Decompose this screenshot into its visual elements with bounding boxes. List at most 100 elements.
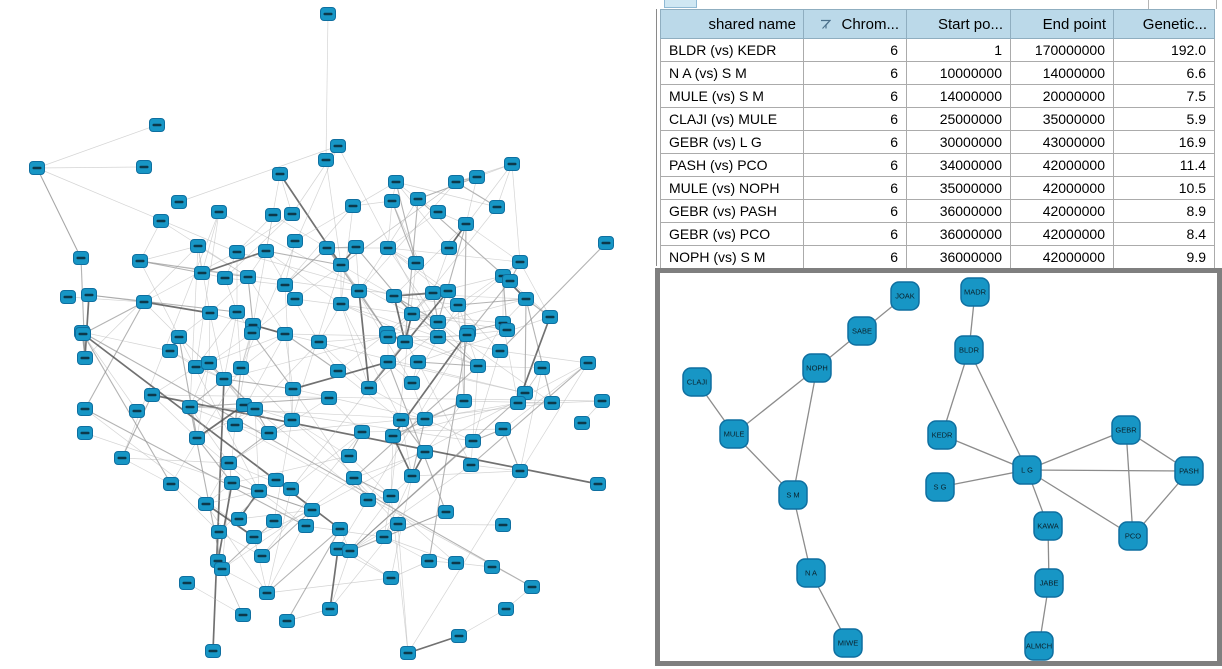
network-node-mule[interactable]: MULE <box>719 419 749 449</box>
overview-node[interactable] <box>229 305 245 319</box>
table-cell[interactable]: 5.9 <box>1113 107 1215 131</box>
overview-node[interactable] <box>322 602 338 616</box>
overview-node[interactable] <box>246 530 262 544</box>
network-node-noph[interactable]: NOPH <box>802 353 832 383</box>
overview-node[interactable] <box>318 153 334 167</box>
overview-node[interactable] <box>451 629 467 643</box>
overview-node[interactable] <box>284 413 300 427</box>
overview-node[interactable] <box>227 418 243 432</box>
overview-node[interactable] <box>458 217 474 231</box>
overview-node[interactable] <box>251 484 267 498</box>
overview-node[interactable] <box>216 372 232 386</box>
table-cell[interactable]: 36000000 <box>906 245 1011 269</box>
network-node-pash[interactable]: PASH <box>1174 456 1204 486</box>
table-cell[interactable]: 6 <box>803 222 907 246</box>
overview-node[interactable] <box>285 382 301 396</box>
table-cell[interactable]: 1 <box>906 38 1011 62</box>
overview-node[interactable] <box>311 335 327 349</box>
overview-node[interactable] <box>330 364 346 378</box>
overview-node[interactable] <box>233 361 249 375</box>
network-node-sabe[interactable]: SABE <box>847 316 877 346</box>
overview-node[interactable] <box>544 396 560 410</box>
overview-node[interactable] <box>386 289 402 303</box>
overview-node[interactable] <box>298 519 314 533</box>
table-row[interactable]: PASH (vs) PCO 6 34000000 42000000 11.4 <box>660 153 1215 177</box>
column-header-start-po[interactable]: Start po... <box>906 9 1011 39</box>
overview-node[interactable] <box>417 412 433 426</box>
table-cell[interactable]: 6 <box>803 130 907 154</box>
overview-node[interactable] <box>404 376 420 390</box>
table-cell[interactable]: 6 <box>803 176 907 200</box>
table-cell[interactable]: 35000000 <box>1010 107 1114 131</box>
overview-node[interactable] <box>518 292 534 306</box>
overview-node[interactable] <box>504 157 520 171</box>
overview-node[interactable] <box>470 359 486 373</box>
overview-node[interactable] <box>171 195 187 209</box>
overview-node[interactable] <box>495 518 511 532</box>
network-node-madr[interactable]: MADR <box>960 277 990 307</box>
table-row[interactable]: CLAJI (vs) MULE 6 25000000 35000000 5.9 <box>660 107 1215 131</box>
column-header-chrom[interactable]: Chrom... <box>803 9 907 39</box>
overview-node[interactable] <box>574 416 590 430</box>
overview-node[interactable] <box>510 396 526 410</box>
table-cell[interactable]: 35000000 <box>906 176 1011 200</box>
overview-node[interactable] <box>60 290 76 304</box>
overview-node[interactable] <box>190 239 206 253</box>
overview-node[interactable] <box>440 284 456 298</box>
overview-node[interactable] <box>202 306 218 320</box>
overview-node[interactable] <box>448 175 464 189</box>
overview-node[interactable] <box>388 175 404 189</box>
overview-node[interactable] <box>469 170 485 184</box>
overview-node[interactable] <box>224 476 240 490</box>
overview-node[interactable] <box>408 256 424 270</box>
overview-node[interactable] <box>205 644 221 658</box>
overview-node[interactable] <box>244 326 260 340</box>
overview-node[interactable] <box>214 562 230 576</box>
overview-node[interactable] <box>489 200 505 214</box>
network-node-jabe[interactable]: JABE <box>1034 568 1064 598</box>
overview-node[interactable] <box>149 118 165 132</box>
overview-node[interactable] <box>287 292 303 306</box>
overview-node[interactable] <box>77 351 93 365</box>
overview-node[interactable] <box>319 241 335 255</box>
overview-node[interactable] <box>272 167 288 181</box>
table-cell[interactable]: 10.5 <box>1113 176 1215 200</box>
network-node-kawa[interactable]: KAWA <box>1033 511 1063 541</box>
overview-node[interactable] <box>144 388 160 402</box>
overview-node[interactable] <box>448 556 464 570</box>
table-row[interactable]: BLDR (vs) KEDR 6 1 170000000 192.0 <box>660 38 1215 62</box>
overview-node[interactable] <box>524 580 540 594</box>
overview-node[interactable] <box>425 286 441 300</box>
table-cell[interactable]: 16.9 <box>1113 130 1215 154</box>
overview-node[interactable] <box>304 503 320 517</box>
overview-node[interactable] <box>361 381 377 395</box>
column-header-end-point[interactable]: End point <box>1010 9 1114 39</box>
overview-node[interactable] <box>81 288 97 302</box>
network-node-miwe[interactable]: MIWE <box>833 628 863 658</box>
overview-node[interactable] <box>594 394 610 408</box>
overview-node[interactable] <box>221 456 237 470</box>
overview-node[interactable] <box>182 400 198 414</box>
table-cell[interactable]: MULE (vs) S M <box>660 84 804 108</box>
overview-node[interactable] <box>459 328 475 342</box>
table-cell[interactable]: 6 <box>803 107 907 131</box>
overview-node[interactable] <box>259 586 275 600</box>
table-cell[interactable]: 9.9 <box>1113 245 1215 269</box>
table-cell[interactable]: 42000000 <box>1010 176 1114 200</box>
overview-node[interactable] <box>321 391 337 405</box>
overview-node[interactable] <box>456 394 472 408</box>
overview-node[interactable] <box>430 330 446 344</box>
network-node-gebr[interactable]: GEBR <box>1111 415 1141 445</box>
network-node-claji[interactable]: CLAJI <box>682 367 712 397</box>
table-cell[interactable]: GEBR (vs) PASH <box>660 199 804 223</box>
overview-node[interactable] <box>385 429 401 443</box>
table-cell[interactable]: 170000000 <box>1010 38 1114 62</box>
overview-node[interactable] <box>492 344 508 358</box>
overview-node[interactable] <box>512 464 528 478</box>
table-row[interactable]: N A (vs) S M 6 10000000 14000000 6.6 <box>660 61 1215 85</box>
overview-node[interactable] <box>201 356 217 370</box>
table-cell[interactable]: 7.5 <box>1113 84 1215 108</box>
overview-node[interactable] <box>383 489 399 503</box>
table-cell[interactable]: GEBR (vs) PCO <box>660 222 804 246</box>
